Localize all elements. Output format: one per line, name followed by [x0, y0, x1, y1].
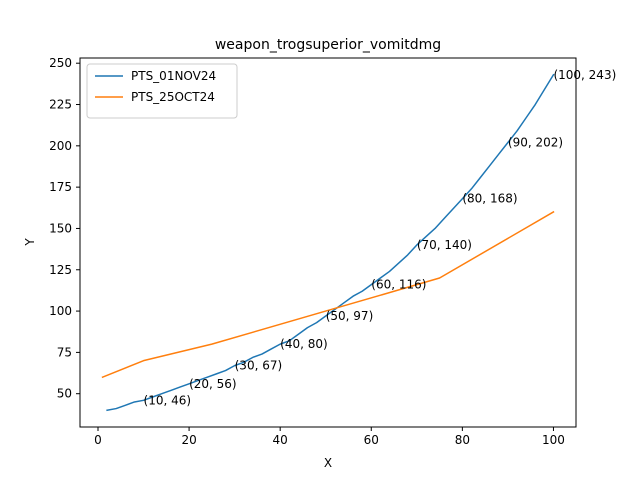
data-label: (40, 80): [280, 337, 328, 351]
x-axis-label: X: [324, 456, 332, 470]
data-label: (50, 97): [326, 309, 374, 323]
legend: PTS_01NOV24 PTS_25OCT24: [86, 63, 238, 119]
plot-area: (10, 46) (20, 56) (30, 67) (40, 80) (50, 97)…: [101, 68, 616, 412]
data-label: (100, 243): [553, 68, 616, 82]
legend-label: PTS_25OCT24: [131, 90, 215, 104]
series-line-2: [101, 210, 555, 379]
legend-frame: [86, 63, 238, 119]
y-tick-label: 125: [49, 263, 72, 277]
y-tick-label: 100: [49, 304, 72, 318]
series-line-1: [106, 73, 555, 412]
axes-frame: [79, 57, 577, 428]
x-tick-label: 100: [542, 433, 565, 447]
y-axis-label: Y: [23, 238, 37, 247]
x-tick-label: 80: [455, 433, 470, 447]
y-tick-label: 250: [49, 56, 72, 70]
y-tick-label: 225: [49, 98, 72, 112]
y-tick-label: 150: [49, 221, 72, 235]
x-tick-label: 20: [181, 433, 196, 447]
x-tick-label: 40: [273, 433, 288, 447]
data-label: (20, 56): [189, 377, 237, 391]
data-label: (90, 202): [508, 136, 563, 150]
y-tick-label: 75: [57, 345, 72, 359]
data-label: (30, 67): [235, 359, 283, 373]
x-tick-label: 0: [94, 433, 102, 447]
data-label: (10, 46): [144, 393, 192, 407]
chart-title: weapon_trogsuperior_vomitdmg: [215, 37, 441, 53]
data-label: (70, 140): [417, 238, 472, 252]
x-tick-label: 60: [364, 433, 379, 447]
y-tick-label: 50: [57, 387, 72, 401]
y-tick-label: 175: [49, 180, 72, 194]
data-label: (80, 168): [462, 192, 517, 206]
data-label: (60, 116): [371, 278, 426, 292]
y-tick-label: 200: [49, 139, 72, 153]
axes: 0 20 40 60 80 100 50 75 100 125 150 175 200 225 250: [49, 56, 577, 447]
legend-label: PTS_01NOV24: [131, 69, 216, 83]
